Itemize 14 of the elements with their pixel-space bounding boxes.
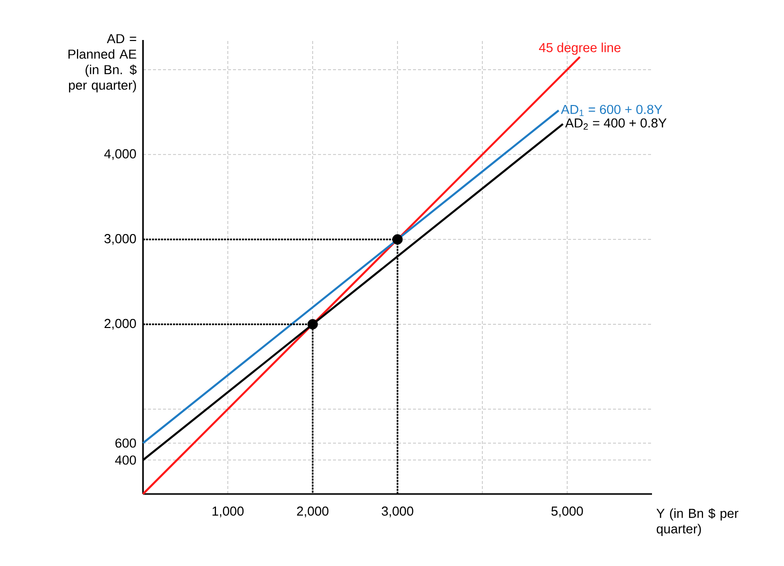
y-tick-label: 600 bbox=[115, 438, 136, 448]
x-tick-label: 3,000 bbox=[382, 506, 414, 518]
x-tick-label: 2,000 bbox=[297, 506, 328, 518]
y-axis-title: AD = Planned AE (in Bn. $ per quarter) bbox=[68, 34, 137, 92]
y-tick-label: 2,000 bbox=[104, 318, 136, 330]
x-tick-label: 5,000 bbox=[551, 506, 583, 518]
y-tick-label: 400 bbox=[115, 455, 136, 465]
series-label: 45 degree line bbox=[538, 42, 620, 55]
y-tick-label: 3,000 bbox=[104, 234, 136, 245]
x-axis-title: Y (in Bn $ per quarter) bbox=[656, 508, 738, 536]
y-tick-label: 4,000 bbox=[104, 149, 136, 160]
series-label: AD$_{2}$ = 400 + 0.8Y bbox=[565, 118, 667, 130]
series-label: AD$_{1}$ = 600 + 0.8Y bbox=[560, 104, 662, 116]
x-tick-label: 1,000 bbox=[212, 506, 244, 518]
